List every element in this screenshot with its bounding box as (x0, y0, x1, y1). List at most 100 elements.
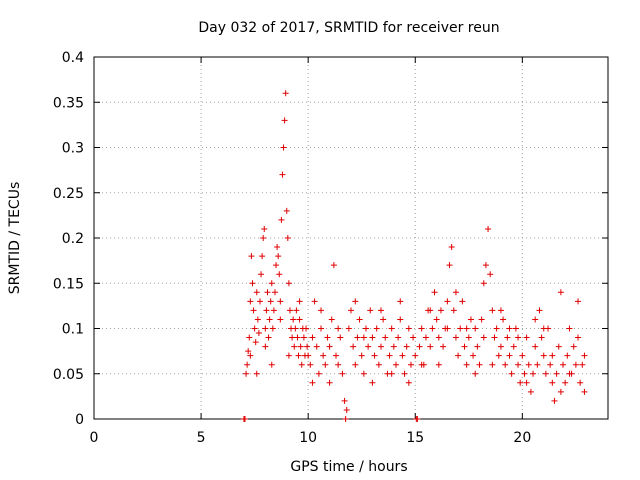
data-point (566, 370, 573, 377)
data-point (252, 339, 259, 346)
data-point (478, 316, 485, 323)
data-point (457, 325, 464, 332)
data-point (260, 235, 267, 241)
data-point (510, 343, 517, 350)
y-tick-label: 0.25 (53, 186, 84, 202)
data-point (292, 325, 299, 332)
data-point (542, 370, 549, 377)
data-point (295, 352, 302, 359)
data-point (493, 325, 500, 332)
data-point (476, 361, 483, 368)
data-point (412, 352, 419, 359)
y-tick-label: 0.35 (53, 95, 84, 111)
data-point (575, 334, 582, 341)
chart-title: Day 032 of 2017, SRMTID for receiver reu… (198, 20, 499, 36)
data-point (248, 253, 255, 260)
data-point (283, 207, 290, 214)
data-point (253, 289, 260, 296)
data-point (360, 334, 367, 341)
data-point (265, 334, 272, 341)
data-point (581, 352, 588, 359)
data-point (380, 316, 387, 323)
data-point (309, 379, 316, 386)
data-point (564, 352, 571, 359)
data-point (536, 307, 543, 314)
data-point (315, 370, 322, 377)
data-point (254, 316, 261, 323)
data-point (276, 271, 283, 278)
data-point (418, 325, 425, 332)
data-point (280, 144, 287, 151)
data-point (540, 352, 547, 359)
data-point (470, 352, 477, 359)
data-point (506, 325, 513, 332)
y-tick-label: 0.4 (62, 50, 84, 66)
data-point (324, 334, 331, 341)
data-point (335, 325, 342, 332)
data-point (293, 307, 300, 314)
data-point (328, 316, 335, 323)
data-point (497, 307, 504, 314)
data-point (463, 361, 470, 368)
data-point (418, 361, 425, 368)
data-point (534, 361, 541, 368)
data-point (414, 416, 421, 422)
data-point (262, 343, 269, 350)
data-point (538, 334, 545, 341)
data-point (296, 298, 303, 305)
data-point (527, 388, 534, 395)
data-point (304, 343, 311, 350)
data-point (566, 325, 573, 332)
data-point (339, 370, 346, 377)
data-point (547, 361, 554, 368)
data-point (326, 343, 333, 350)
y-tick-label: 0.05 (53, 367, 84, 383)
data-point (480, 280, 487, 287)
data-point (377, 343, 384, 350)
x-tick-label: 10 (299, 430, 317, 446)
data-point (540, 325, 547, 332)
data-point (427, 343, 434, 350)
data-point (557, 289, 564, 296)
data-point (341, 397, 348, 404)
data-point (247, 352, 254, 359)
data-point (342, 416, 349, 422)
data-point (515, 334, 522, 341)
data-point (277, 298, 284, 305)
data-point (367, 307, 374, 314)
data-point (452, 334, 459, 341)
data-point (285, 280, 292, 287)
data-point (296, 316, 303, 323)
data-point (375, 361, 382, 368)
data-point (575, 298, 582, 305)
data-point (264, 289, 271, 296)
data-point (294, 334, 301, 341)
data-point (298, 361, 305, 368)
data-point (437, 307, 444, 314)
data-point (553, 370, 560, 377)
data-point (444, 298, 451, 305)
data-point (273, 262, 280, 269)
data-point (382, 334, 389, 341)
data-point (318, 325, 325, 332)
data-point (343, 406, 350, 413)
data-point (450, 307, 457, 314)
data-point (525, 361, 532, 368)
data-point (297, 343, 304, 350)
data-point (277, 316, 284, 323)
data-point (515, 361, 522, 368)
data-point (487, 271, 494, 278)
data-point (348, 307, 354, 314)
data-point (523, 379, 530, 386)
data-point (300, 334, 307, 341)
x-tick-label: 0 (90, 430, 99, 446)
data-point (497, 343, 504, 350)
data-point (289, 334, 296, 341)
data-point (285, 352, 292, 359)
y-tick-label: 0 (75, 412, 84, 428)
data-point (399, 352, 406, 359)
data-point (352, 298, 359, 305)
data-point (350, 343, 357, 350)
data-point (549, 352, 556, 359)
data-point (290, 316, 297, 323)
